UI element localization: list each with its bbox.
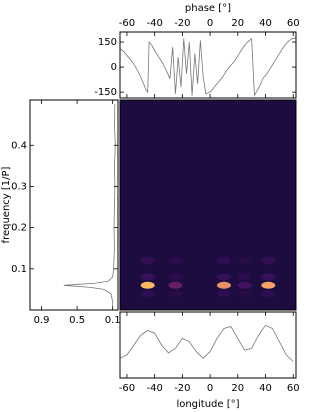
x-tick-label: 0.5	[69, 315, 85, 326]
heatmap-cell	[261, 273, 276, 281]
x-tick-label: 0	[207, 383, 213, 394]
x-tick-label: -60	[119, 383, 135, 394]
heatmap-cell	[216, 273, 231, 281]
x-tick-label: -20	[174, 383, 190, 394]
axes-frame	[119, 99, 297, 311]
x-tick-label: 0.1	[105, 315, 121, 326]
heatmap-cell	[140, 257, 155, 265]
heatmap-cell	[261, 257, 276, 265]
heatmap-cell	[216, 257, 231, 265]
heatmap-cell	[168, 273, 183, 281]
x-tick-label: 40	[259, 383, 272, 394]
heatmap-cell	[168, 257, 183, 265]
heatmap-cell	[216, 281, 231, 289]
y-axis-label: frequency [1/P]	[1, 166, 12, 243]
x-tick-label: 0	[207, 18, 213, 29]
x-tick-label: -40	[146, 18, 162, 29]
heatmap-cell	[237, 273, 252, 281]
y-tick-label: 0.3	[11, 181, 27, 192]
data-line	[119, 37, 297, 97]
y-tick-label: 0.2	[11, 223, 27, 234]
heatmap-cell	[237, 290, 252, 298]
heatmap-cell	[261, 290, 276, 298]
data-line	[63, 104, 116, 306]
x-axis-label: phase [°]	[185, 3, 231, 14]
heatmap-cell	[237, 257, 252, 265]
x-tick-label: -60	[119, 18, 135, 29]
heatmap-cell	[261, 281, 276, 289]
x-tick-label: -40	[146, 383, 162, 394]
axes-frame	[119, 31, 297, 99]
y-tick-label: 0.4	[11, 140, 27, 151]
heatmap-cell	[216, 290, 231, 298]
heatmap-cell	[140, 281, 155, 289]
axes-frame	[119, 311, 297, 379]
x-tick-label: 20	[231, 383, 244, 394]
figure: -60 -40 -20 0 20 40 60 150 0 -150 phase [°] 0.9 0.5 0…	[1, 3, 300, 410]
y-tick-label: 0	[111, 62, 117, 73]
heatmap-cell	[168, 290, 183, 298]
x-tick-label: 20	[231, 18, 244, 29]
data-line	[119, 324, 294, 362]
y-tick-label: 150	[98, 37, 117, 48]
x-tick-label: 60	[287, 383, 300, 394]
x-tick-label: 40	[259, 18, 272, 29]
x-tick-label: 0.9	[34, 315, 50, 326]
x-tick-label: 60	[287, 18, 300, 29]
heatmap-cell	[140, 290, 155, 298]
heatmap-cell	[237, 281, 252, 289]
heatmap-cell	[140, 273, 155, 281]
axes-frame	[29, 99, 119, 311]
x-axis-label: longitude [°]	[176, 399, 239, 410]
y-tick-label: 0.1	[11, 264, 27, 275]
heatmap-cell	[168, 281, 183, 289]
x-tick-label: -20	[174, 18, 190, 29]
y-tick-label: -150	[94, 87, 117, 98]
